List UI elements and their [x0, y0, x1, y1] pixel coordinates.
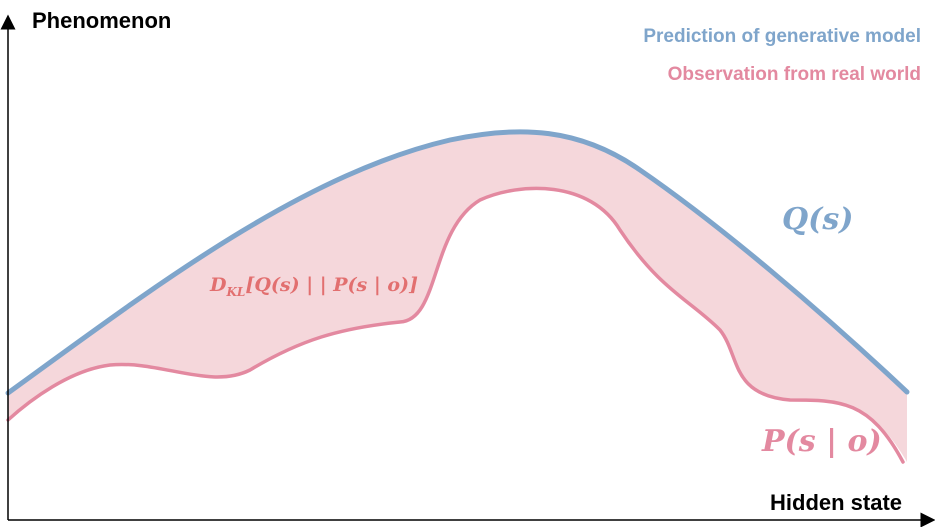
legend-observation: Observation from real world [667, 64, 921, 85]
prediction-curve [5, 129, 910, 396]
observation-curve [6, 186, 905, 464]
divergence-label-main: D [210, 274, 227, 296]
divergence-label: DKL[Q(s) | | P(s | o)] [210, 274, 418, 299]
divergence-area [8, 131, 907, 462]
legend-prediction: Prediction of generative model [643, 26, 921, 47]
y-axis-title: Phenomenon [32, 8, 172, 33]
q-curve-label: Q(s) [782, 202, 854, 237]
divergence-label-sub: KL [226, 284, 246, 299]
divergence-label-rest: [Q(s) | | P(s | o)] [245, 274, 419, 296]
x-axis-title: Hidden state [770, 490, 903, 515]
p-curve-label: P(s | o) [762, 424, 882, 459]
